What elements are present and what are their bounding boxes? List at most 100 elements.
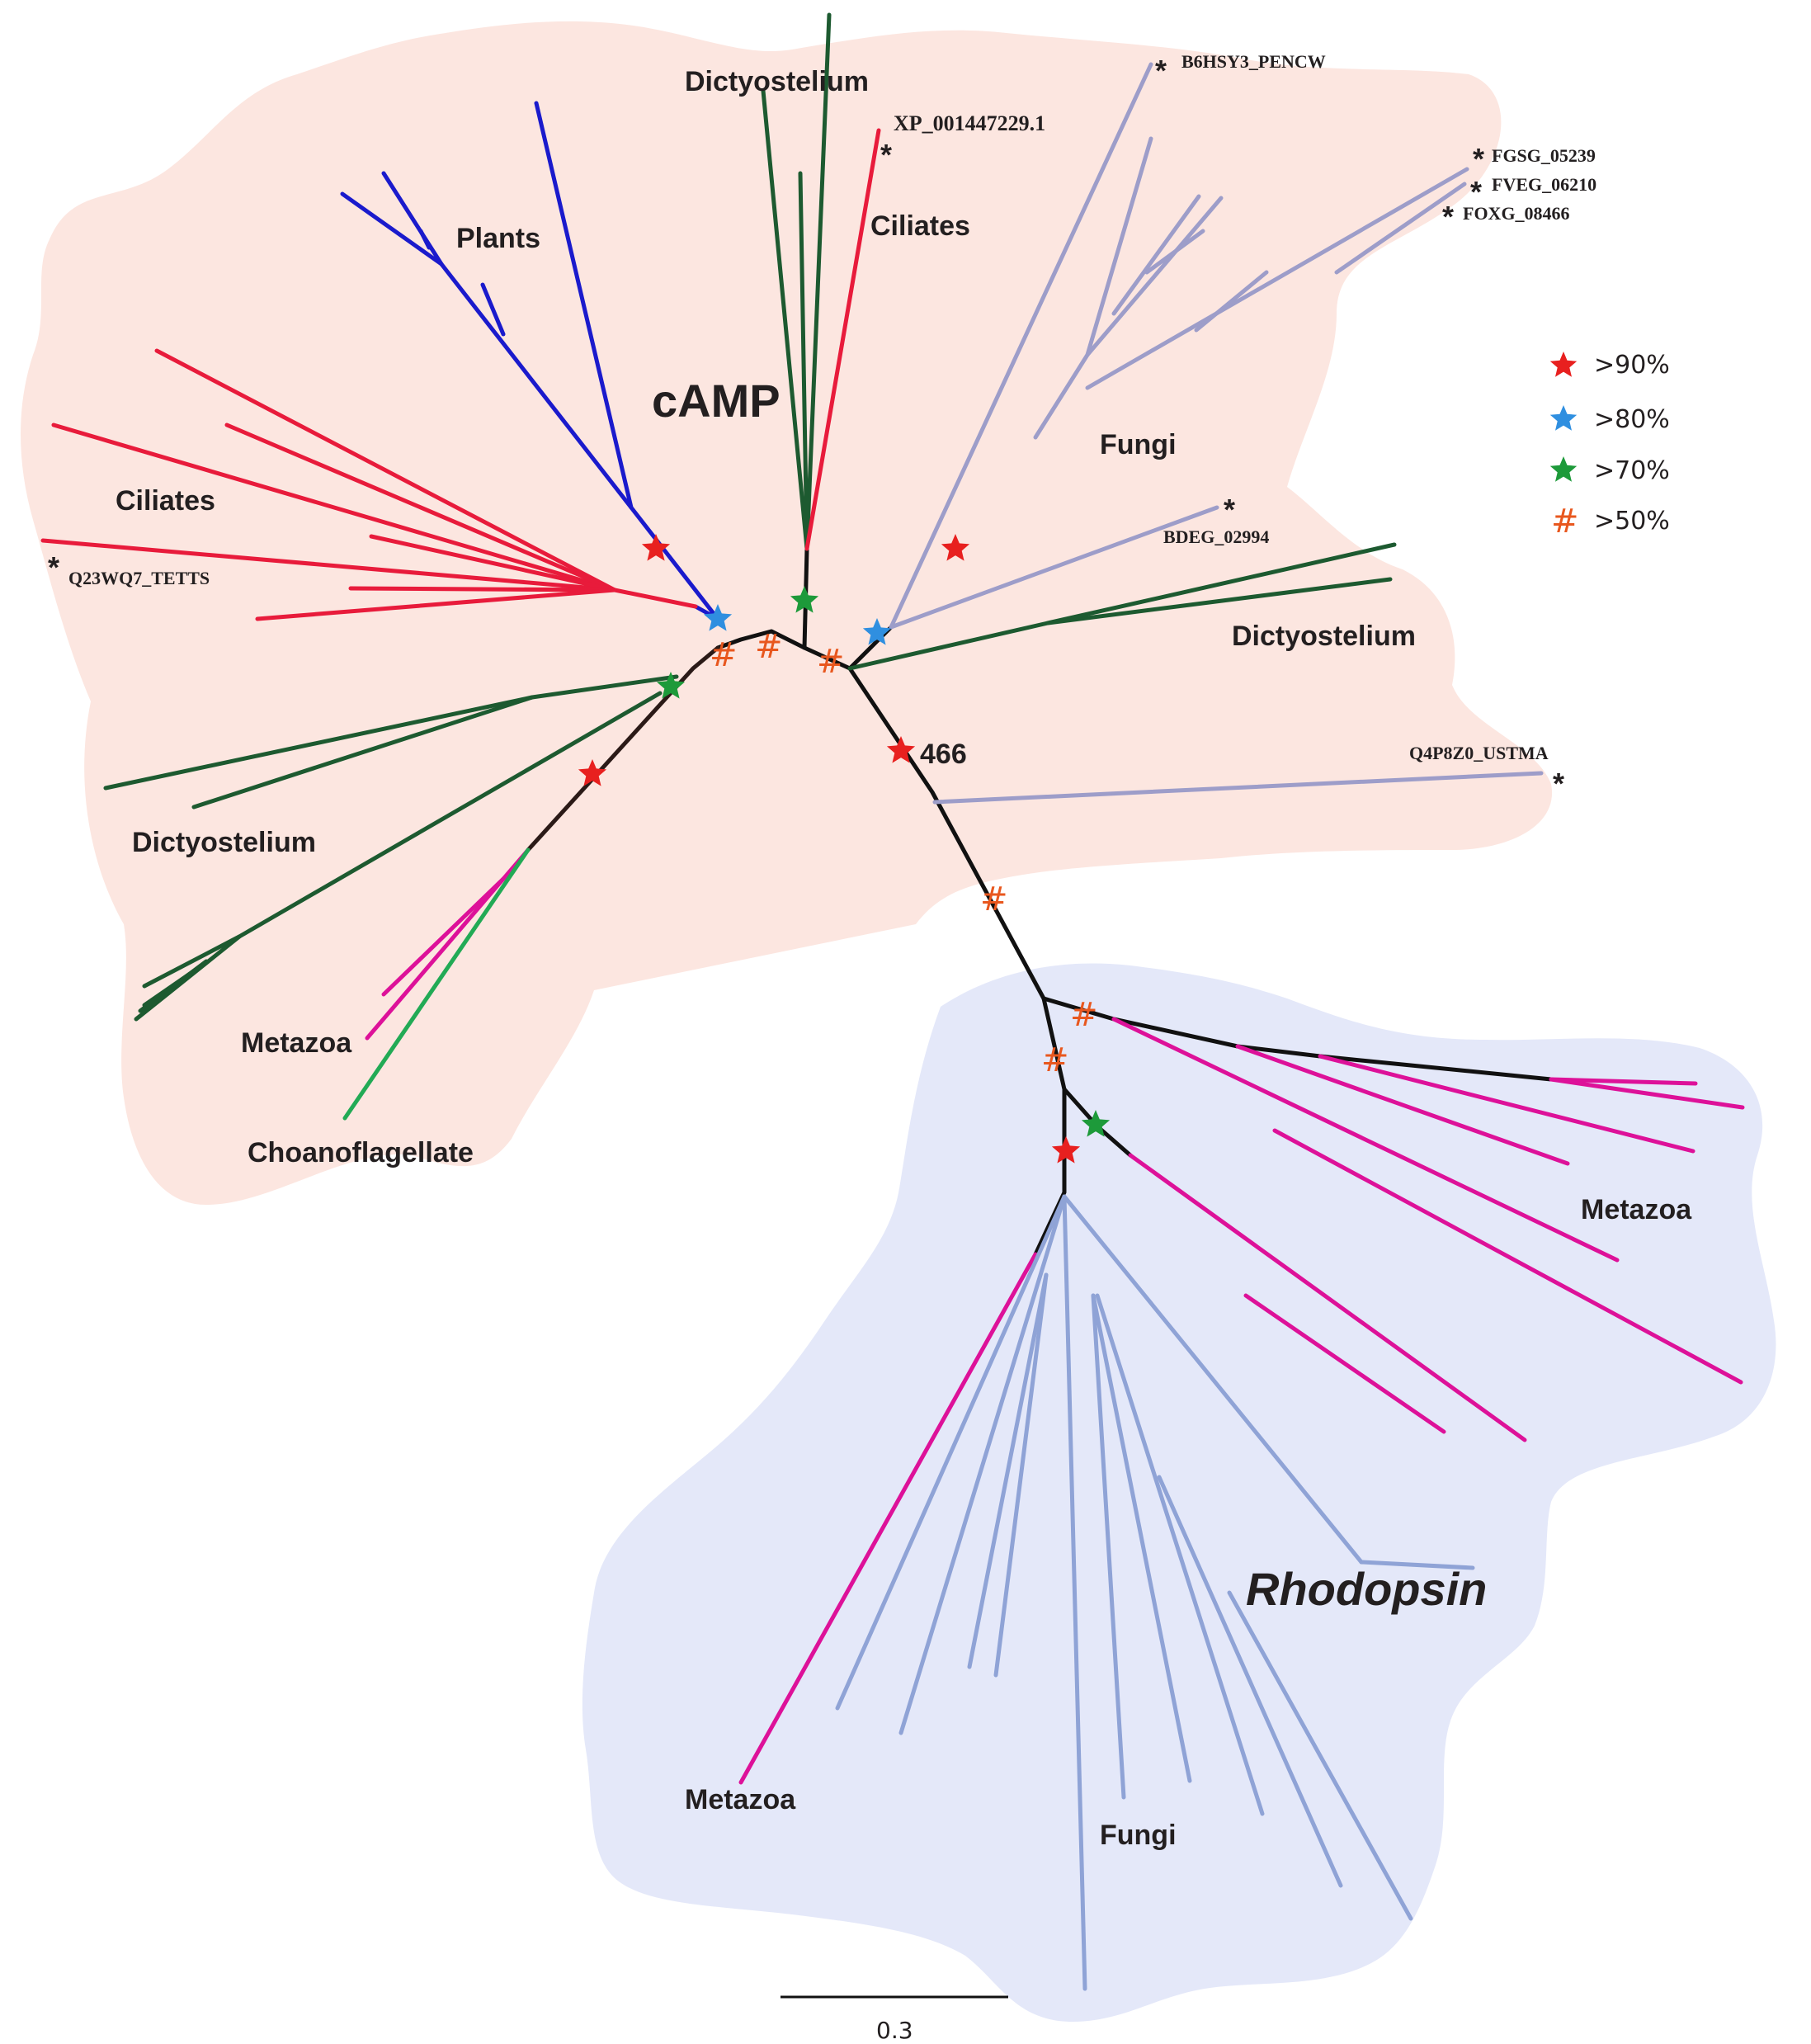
- choanoflagellate-branch: [342, 847, 531, 1121]
- dictyostelium-branch: [191, 695, 535, 810]
- taxon-label-fgsg: FGSG_05239: [1492, 145, 1596, 166]
- clade-label-ciliates-left: Ciliates: [116, 485, 215, 517]
- taxon-label-xp: XP_001447229.1: [894, 111, 1045, 135]
- plants-branch: [480, 282, 506, 337]
- legend-symbols: #: [1549, 352, 1579, 541]
- support-hash-50: #: [710, 636, 738, 674]
- fungi-branch: [967, 1272, 1049, 1669]
- fungi-branch: [1111, 194, 1201, 316]
- node-value-label: 466: [920, 739, 967, 770]
- taxon-label-bdeg: BDEG_02994: [1163, 526, 1269, 547]
- plants-branch: [381, 171, 444, 267]
- ciliates-branch: [348, 586, 617, 592]
- plants-branch: [418, 229, 432, 250]
- dictyostelium-branch: [142, 971, 192, 1008]
- legend-label-70: >70%: [1594, 456, 1670, 485]
- legend-label-50: >50%: [1594, 507, 1670, 536]
- legend-label-90: >90%: [1594, 351, 1670, 380]
- metazoa-branch: [1111, 1017, 1620, 1263]
- ciliates-branch: [40, 538, 617, 592]
- ciliates-branch: [224, 422, 617, 592]
- asterisk-xp: *: [880, 138, 892, 172]
- dictyostelium-branch: [798, 171, 809, 551]
- support-star-90: [1051, 1136, 1081, 1164]
- legend-hash-50: #: [1551, 503, 1579, 541]
- taxon-label-q4p8z0: Q4P8Z0_USTMA: [1409, 743, 1549, 763]
- fungi-branch: [1359, 1560, 1475, 1570]
- fungi-branch: [835, 1194, 1067, 1711]
- fungi-branch: [1227, 1590, 1413, 1921]
- asterisk-b6hsy3: *: [1155, 54, 1167, 87]
- support-star-90: [641, 534, 671, 561]
- fungi-branch: [1085, 196, 1224, 357]
- support-star-80: [703, 604, 733, 631]
- support-star-70: [1081, 1110, 1111, 1137]
- fungi-branch: [1194, 270, 1269, 333]
- fungi-branch: [889, 62, 1153, 630]
- metazoa-branch: [1272, 1128, 1743, 1385]
- tree-branches: [40, 12, 1745, 1991]
- support-star-90: [578, 759, 607, 786]
- taxon-label-foxg: FOXG_08466: [1463, 203, 1570, 224]
- fungi-branch: [1157, 1475, 1343, 1888]
- fungi-branch: [889, 505, 1219, 630]
- support-star-90: [941, 534, 970, 561]
- support-hash-50: #: [980, 880, 1008, 918]
- support-hash-50: #: [1070, 996, 1098, 1034]
- metazoa-branch: [1549, 1077, 1698, 1086]
- camp-region: [21, 21, 1553, 1205]
- support-markers: # # ####: [578, 534, 1111, 1164]
- fungi-branch: [1062, 1194, 1087, 1991]
- support-hash-50: #: [817, 643, 845, 681]
- clade-label-fungi-rhodopsin: Fungi: [1100, 1820, 1177, 1851]
- ciliates-branch: [369, 534, 617, 592]
- legend: # >90% >80% >70% >50%: [1549, 351, 1670, 541]
- fungi-branch: [1144, 229, 1205, 275]
- asterisk-q23wq7: *: [48, 550, 59, 584]
- dictyostelium-branch: [142, 934, 242, 989]
- clade-label-dictyostelium-right: Dictyostelium: [1232, 621, 1416, 652]
- clade-label-dictyostelium-top: Dictyostelium: [685, 66, 869, 97]
- taxon-label-b6hsy3: B6HSY3_PENCW: [1181, 51, 1326, 72]
- dictyostelium-branch: [804, 12, 832, 551]
- fungi-branch: [932, 771, 1544, 805]
- metazoa-branch: [1318, 1054, 1695, 1154]
- fungi-branch: [1091, 1293, 1192, 1783]
- camp-group-label: cAMP: [652, 375, 781, 427]
- support-hash-50: #: [1041, 1041, 1069, 1079]
- clade-label-metazoa-rhodopsin-bottom: Metazoa: [685, 1784, 796, 1815]
- clade-label-fungi-camp: Fungi: [1100, 429, 1177, 460]
- asterisk-q4p8z0: *: [1553, 767, 1564, 800]
- fungi-branch: [993, 1272, 1049, 1678]
- support-star-90: [886, 736, 916, 763]
- asterisk-fveg: *: [1470, 175, 1482, 209]
- asterisk-fgsg: *: [1473, 142, 1484, 176]
- metazoa-branch: [1549, 1077, 1745, 1110]
- support-hash-50: #: [755, 628, 783, 666]
- clade-label-dictyostelium-left: Dictyostelium: [132, 827, 316, 858]
- taxon-label-fveg: FVEG_06210: [1492, 174, 1596, 195]
- metazoa-branch: [381, 876, 506, 997]
- fungi-branch: [1095, 1293, 1265, 1816]
- support-star-80: [862, 618, 892, 645]
- asterisk-bdeg: *: [1224, 493, 1235, 526]
- metazoa-branch: [738, 1252, 1038, 1785]
- clade-label-metazoa-rhodopsin-right: Metazoa: [1581, 1194, 1692, 1225]
- ciliates-branch: [804, 128, 881, 551]
- fungi-branch: [1085, 167, 1469, 390]
- fungi-branch: [1334, 182, 1467, 275]
- taxon-label-q23wq7: Q23WQ7_TETTS: [68, 568, 210, 588]
- dictyostelium-branch: [761, 88, 809, 551]
- clade-label-metazoa-camp: Metazoa: [241, 1027, 352, 1059]
- legend-label-80: >80%: [1594, 405, 1670, 434]
- left-stem-branch: [526, 645, 720, 852]
- fungi-metazoa-stem-branch: [1033, 1149, 1067, 1257]
- legend-star-90: [1549, 352, 1578, 377]
- fungi-branch: [898, 1194, 1067, 1735]
- fungi-branch: [1062, 1194, 1364, 1565]
- ciliates-branch: [255, 588, 617, 621]
- metazoa-branch: [1243, 1293, 1446, 1434]
- dictyostelium-branch: [1045, 577, 1393, 625]
- support-star-70: [656, 672, 686, 699]
